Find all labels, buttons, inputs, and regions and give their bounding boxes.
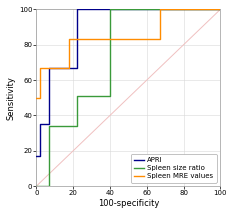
Y-axis label: Sensitivity: Sensitivity: [7, 76, 16, 120]
Legend: APRI, Spleen size ratio, Spleen MRE values: APRI, Spleen size ratio, Spleen MRE valu…: [131, 154, 217, 183]
X-axis label: 100-specificity: 100-specificity: [98, 199, 159, 208]
